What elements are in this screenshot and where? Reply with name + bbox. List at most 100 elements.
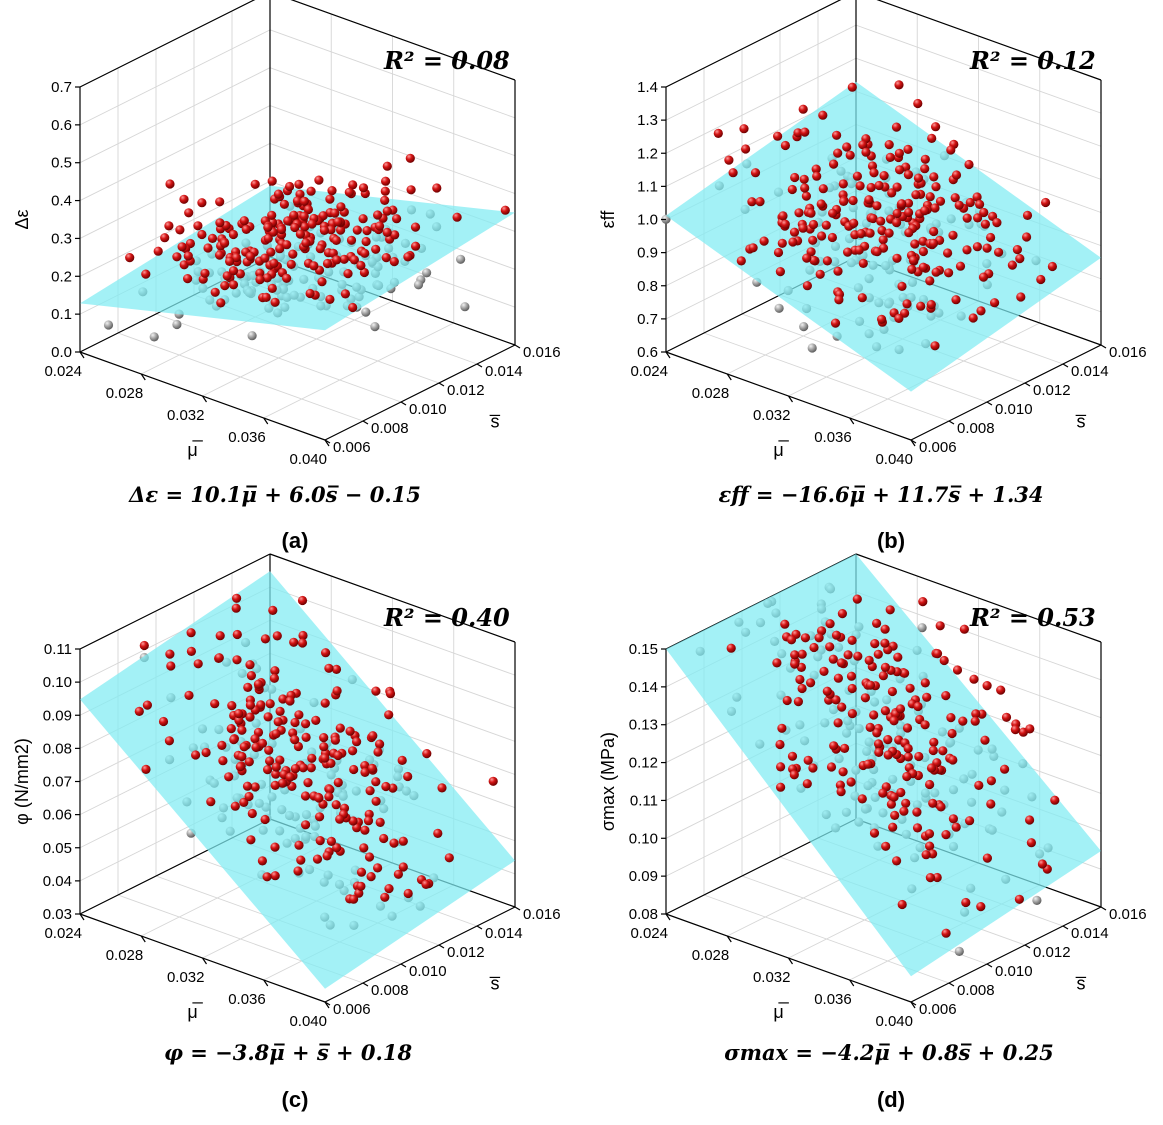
data-point-above — [883, 735, 893, 745]
data-point-above — [250, 782, 260, 792]
data-point-above — [273, 189, 284, 199]
data-point-above — [941, 691, 951, 701]
chart-panel-b: 0.6 0.7 0.8 0.9 1.0 1.1 1.2 1.3 1.4 0.024 0.028 0.0… — [586, 0, 1163, 560]
data-point-above — [315, 812, 325, 822]
y-tick — [1100, 906, 1107, 911]
data-point-above — [255, 275, 265, 285]
data-point-above — [793, 128, 803, 138]
data-point-above — [267, 176, 277, 186]
data-point-above — [787, 751, 798, 761]
data-point-above — [332, 255, 342, 265]
data-point-above — [822, 686, 832, 696]
x-tick — [849, 417, 855, 425]
y-tick-label: 0.014 — [1071, 363, 1109, 380]
data-point-below — [361, 307, 371, 317]
data-point-above — [925, 841, 935, 851]
data-point-above — [250, 179, 260, 189]
data-point-above — [422, 749, 432, 759]
data-point-above — [366, 872, 376, 882]
data-point-above — [833, 266, 843, 276]
z-tick-label: 0.09 — [629, 868, 658, 885]
data-point-above — [878, 235, 888, 245]
data-point-above — [275, 755, 285, 765]
data-point-above — [894, 148, 904, 158]
x-tick-label: 0.040 — [289, 451, 327, 468]
data-point-above — [1016, 292, 1026, 302]
grid-line — [79, 0, 256, 88]
z-tick-label: 0.11 — [630, 792, 658, 809]
x-tick-label: 0.040 — [875, 1013, 913, 1030]
data-point-above — [927, 133, 937, 143]
data-point-above — [778, 211, 788, 221]
data-point-above — [239, 216, 249, 226]
data-point-above — [361, 236, 371, 247]
data-point-above — [965, 197, 975, 208]
data-point-above — [877, 314, 887, 324]
data-point-above — [245, 700, 255, 710]
data-point-above — [808, 219, 819, 230]
data-point-above — [285, 181, 295, 192]
data-point-above — [270, 842, 280, 852]
y-tick-label: 0.010 — [409, 963, 447, 980]
data-point-above — [789, 770, 799, 780]
y-tick — [362, 982, 369, 987]
data-point-above — [951, 170, 962, 180]
data-point-above — [840, 743, 850, 753]
z-tick-label: 0.08 — [43, 740, 72, 757]
data-point-above — [947, 728, 957, 739]
data-point-above — [312, 854, 323, 864]
data-point-below — [103, 320, 114, 330]
y-tick — [362, 420, 369, 425]
data-point-above — [263, 222, 273, 232]
data-point-above — [332, 686, 342, 696]
y-tick — [514, 906, 521, 911]
data-point-above — [826, 762, 837, 772]
data-point-above — [948, 814, 958, 824]
grid-line — [117, 332, 364, 422]
data-point-above — [950, 193, 960, 203]
grid-line — [665, 0, 842, 88]
y-tick — [438, 944, 445, 949]
chart-svg-a: 0.0 0.1 0.2 0.3 0.4 0.5 0.6 0.7 0.024 0.028 0.032 0… — [12, 0, 561, 553]
data-point-above — [907, 264, 917, 274]
data-point-above — [368, 731, 378, 741]
data-point-above — [912, 823, 923, 833]
data-point-above — [300, 791, 311, 801]
data-point-above — [852, 171, 862, 181]
data-point-above — [263, 233, 273, 243]
data-point-above — [339, 254, 349, 264]
axis-edge — [290, 0, 516, 81]
data-point-above — [398, 836, 408, 846]
data-point-above — [356, 881, 366, 891]
x-tick — [665, 913, 671, 921]
y-tick-label: 0.010 — [409, 401, 447, 418]
data-point-above — [141, 269, 151, 279]
data-point-above — [237, 725, 247, 735]
data-point-above — [325, 785, 335, 795]
data-point-above — [134, 706, 144, 716]
data-point-above — [773, 131, 783, 141]
data-point-above — [330, 735, 340, 745]
data-point-above — [903, 144, 913, 154]
data-point-above — [929, 172, 939, 182]
data-point-above — [225, 256, 235, 266]
data-point-above — [808, 763, 818, 773]
data-point-above — [125, 253, 135, 263]
data-point-above — [881, 841, 891, 851]
y-tick — [324, 1001, 331, 1006]
y-tick-label: 0.014 — [485, 363, 523, 380]
data-point-above — [873, 739, 884, 749]
data-point-above — [818, 110, 828, 120]
data-point-above — [382, 227, 392, 237]
data-point-above — [874, 747, 884, 757]
data-point-above — [990, 298, 1000, 308]
data-point-above — [902, 723, 913, 733]
x-tick-label: 0.032 — [167, 969, 205, 986]
data-point-above — [920, 206, 930, 216]
grid-line — [155, 313, 402, 403]
data-point-above — [790, 172, 800, 183]
data-point-above — [381, 253, 391, 263]
data-point-above — [829, 159, 839, 169]
data-point-above — [973, 213, 983, 223]
regression-plane — [80, 571, 515, 989]
